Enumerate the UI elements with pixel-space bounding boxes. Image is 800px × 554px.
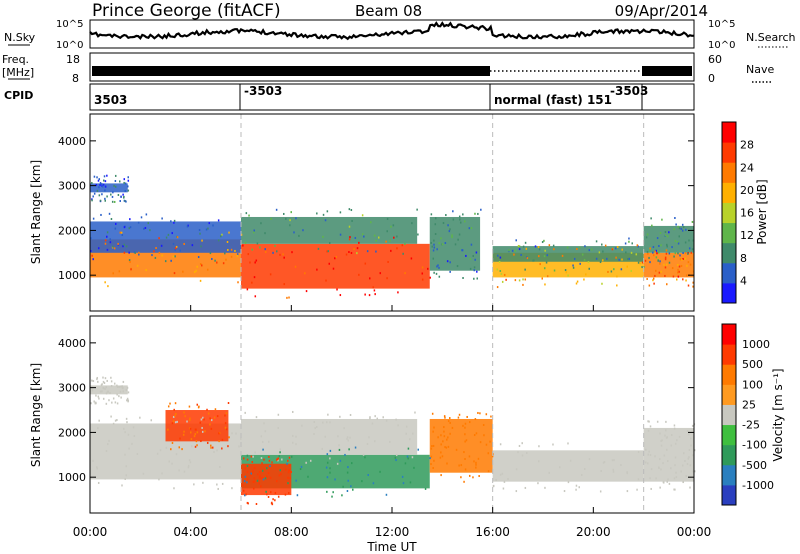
velocity-ylabel: Slant Range [km] [29, 363, 43, 467]
time-axis: 00:00 04:00 08:00 12:00 16:00 20:00 00:00 [73, 305, 712, 539]
cpid-segment-3: -3503 [610, 84, 648, 98]
velocity-heatmap [90, 316, 696, 513]
cpid-segment-0: 3503 [94, 93, 127, 107]
power-colorbar-tick-2: 12 [740, 229, 754, 242]
power-colorbar-swatch-7 [722, 142, 736, 163]
vel-plot-band-1 [90, 385, 128, 395]
power-colorbar-swatch-8 [722, 122, 736, 143]
vel-plot-band-2 [165, 410, 229, 442]
nsearch-ytick-bottom: 10^0 [708, 40, 735, 51]
nsky-label: N.Sky [4, 31, 36, 44]
velocity-colorbar-tick-3: 25 [742, 398, 756, 411]
velocity-colorbar-label: Velocity [m s⁻¹] [771, 368, 785, 461]
power-plot-band-8 [643, 252, 694, 278]
power-plot-band-2 [90, 183, 128, 193]
power-colorbar-swatch-6 [722, 162, 736, 183]
power-colorbar-tick-1: 8 [740, 252, 747, 265]
nsky-panel: N.Sky 10^5 10^0 10^5 10^0 N.Search [4, 19, 796, 51]
power-colorbar-tick-6: 28 [740, 139, 754, 152]
velocity-colorbar-tick-7: -1000 [742, 479, 774, 492]
vel-yticks-label-3: 4000 [58, 337, 86, 350]
vel-plot-band-8 [643, 427, 694, 482]
freq-bar-right [642, 66, 692, 76]
nave-label: Nave [746, 63, 774, 76]
power-colorbar-swatch-3 [722, 222, 736, 244]
vel-plot-band-7 [492, 450, 644, 482]
nsky-trace [89, 21, 695, 41]
freq-panel: Freq. [MHz] 18 8 60 0 Nave [2, 52, 774, 85]
x-tick-label-2: 08:00 [274, 525, 309, 539]
vel-colorbar-swatch-7 [722, 344, 736, 365]
vel-plot-band-6 [429, 418, 493, 473]
velocity-colorbar-tick-0: 1000 [742, 338, 770, 351]
date-label: 09/Apr/2014 [615, 2, 708, 20]
cpid-panel: CPID 3503 -3503 normal (fast) 151 -3503 [4, 83, 695, 111]
power-colorbar-label: Power [dB] [755, 179, 769, 244]
cpid-label: CPID [4, 89, 33, 102]
nsearch-ytick-top: 10^5 [708, 19, 735, 30]
power-plot-band-3 [241, 243, 430, 289]
power-plot-band-7 [492, 246, 644, 262]
vel-plot-band-5 [241, 418, 418, 455]
power-heatmap [90, 114, 695, 311]
power-yticks-label-0: 1000 [58, 269, 86, 282]
nsearch-label: N.Search [746, 31, 796, 44]
x-tick-label-1: 04:00 [173, 525, 208, 539]
vel-colorbar-swatch-2 [722, 444, 736, 466]
power-colorbar-swatch-0 [722, 282, 736, 304]
x-tick-label-0: 00:00 [73, 525, 108, 539]
power-colorbar-tick-0: 4 [740, 274, 747, 287]
velocity-colorbar-tick-4: -25 [742, 419, 760, 432]
velocity-colorbar-tick-1: 500 [742, 358, 763, 371]
power-ylabel: Slant Range [km] [29, 160, 43, 264]
velocity-colorbar-tick-6: -500 [742, 459, 767, 472]
cpid-segment-2: normal (fast) 151 [494, 93, 612, 107]
nsky-ytick-bottom: 10^0 [56, 40, 83, 51]
vel-colorbar-swatch-5 [722, 384, 736, 405]
power-yticks-label-1: 2000 [58, 224, 86, 237]
nsky-ytick-top: 10^5 [56, 19, 83, 30]
power-colorbar-swatch-2 [722, 242, 736, 264]
power-colorbar-tick-4: 20 [740, 184, 754, 197]
x-tick-label-3: 12:00 [375, 525, 410, 539]
x-tick-label-6: 00:00 [677, 525, 712, 539]
power-colorbar-tick-3: 16 [740, 207, 754, 220]
velocity-colorbar-tick-2: 100 [742, 378, 763, 391]
vel-yticks-label-2: 3000 [58, 382, 86, 395]
velocity-colorbar-tick-5: -100 [742, 439, 767, 452]
freq-ytick-top: 18 [66, 53, 80, 66]
freq-bar-left [92, 66, 490, 76]
vel-colorbar-swatch-8 [722, 324, 736, 345]
power-colorbar-swatch-1 [722, 262, 736, 284]
freq-label-line2: [MHz] [2, 66, 34, 79]
x-axis-label: Time UT [366, 540, 417, 554]
beam-label: Beam 08 [355, 2, 422, 20]
vel-colorbar-swatch-0 [722, 484, 736, 506]
vel-colorbar-swatch-1 [722, 464, 736, 486]
x-tick-label-5: 20:00 [576, 525, 611, 539]
power-yticks-label-2: 3000 [58, 180, 86, 193]
power-plot-band-4 [241, 216, 418, 244]
power-colorbar-swatch-5 [722, 182, 736, 203]
vel-yticks-label-1: 2000 [58, 426, 86, 439]
vel-colorbar-swatch-4 [722, 404, 736, 426]
vel-colorbar-swatch-3 [722, 424, 736, 446]
cpid-segment-1: -3503 [244, 84, 282, 98]
nave-ytick-bottom: 0 [708, 72, 715, 85]
nave-ytick-top: 60 [708, 53, 722, 66]
power-colorbar-tick-5: 24 [740, 161, 754, 174]
power-panel: 1000 2000 3000 4000 Slant Range [km] 4 8 12 16… [29, 113, 769, 312]
x-tick-label-4: 16:00 [475, 525, 510, 539]
velocity-panel: 1000 2000 3000 4000 Slant Range [km] 1000 50… [29, 315, 785, 514]
freq-label-line1: Freq. [2, 53, 29, 66]
power-colorbar-swatch-4 [722, 202, 736, 224]
power-yticks-label-3: 4000 [58, 135, 86, 148]
vel-yticks-label-0: 1000 [58, 471, 86, 484]
station-title: Prince George (fitACF) [92, 1, 281, 21]
freq-ytick-bottom: 8 [72, 72, 79, 85]
vel-colorbar-swatch-6 [722, 364, 736, 385]
